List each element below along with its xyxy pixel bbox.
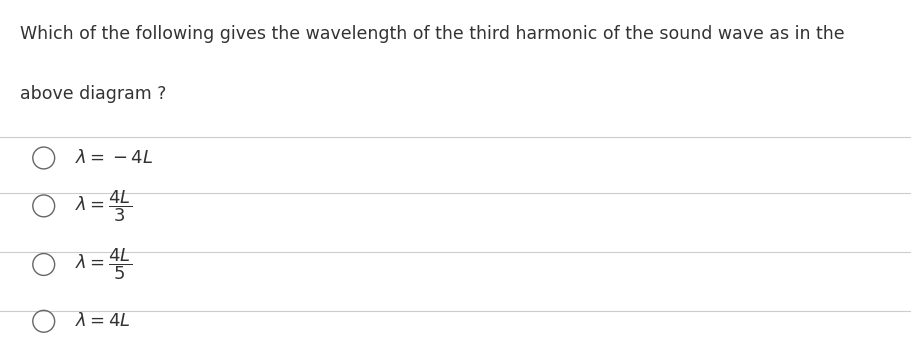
Text: $\lambda = -4L$: $\lambda = -4L$ [75,149,153,167]
Text: above diagram ?: above diagram ? [20,85,167,103]
Text: $\lambda = \dfrac{4L}{5}$: $\lambda = \dfrac{4L}{5}$ [75,247,132,282]
Text: $\lambda = 4L$: $\lambda = 4L$ [75,312,130,330]
Text: Which of the following gives the wavelength of the third harmonic of the sound w: Which of the following gives the wavelen… [20,25,844,43]
Text: $\lambda = \dfrac{4L}{3}$: $\lambda = \dfrac{4L}{3}$ [75,188,132,224]
